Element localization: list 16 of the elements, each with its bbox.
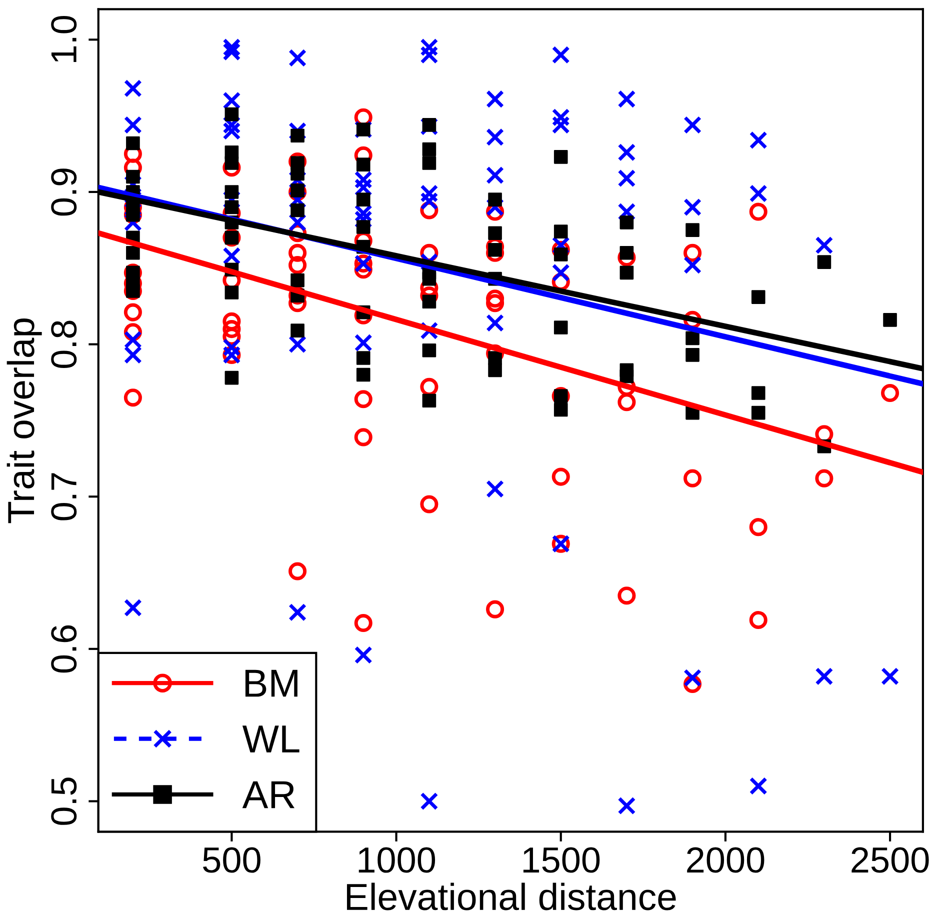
legend-label: AR	[242, 781, 294, 808]
x-tick-label: 2000	[687, 847, 764, 873]
x-tick-label: 2500	[852, 847, 929, 873]
y-tick-label: 1.0	[51, 16, 77, 62]
y-tick-label: 0.5	[51, 778, 77, 825]
x-tick-label: 1000	[358, 847, 436, 873]
legend-label: WL	[242, 726, 300, 752]
x-axis-title: Elevational distance	[346, 882, 676, 910]
y-axis-title: Trait overlap	[6, 318, 42, 524]
legend-label: BM	[245, 670, 298, 697]
y-tick-label: 0.9	[51, 168, 77, 216]
y-tick-label: 0.7	[51, 473, 77, 520]
x-tick-label: 1500	[523, 847, 600, 873]
y-tick-label: 0.6	[51, 625, 77, 673]
y-tick-label: 0.8	[51, 320, 77, 368]
x-tick-label: 500	[203, 847, 260, 873]
